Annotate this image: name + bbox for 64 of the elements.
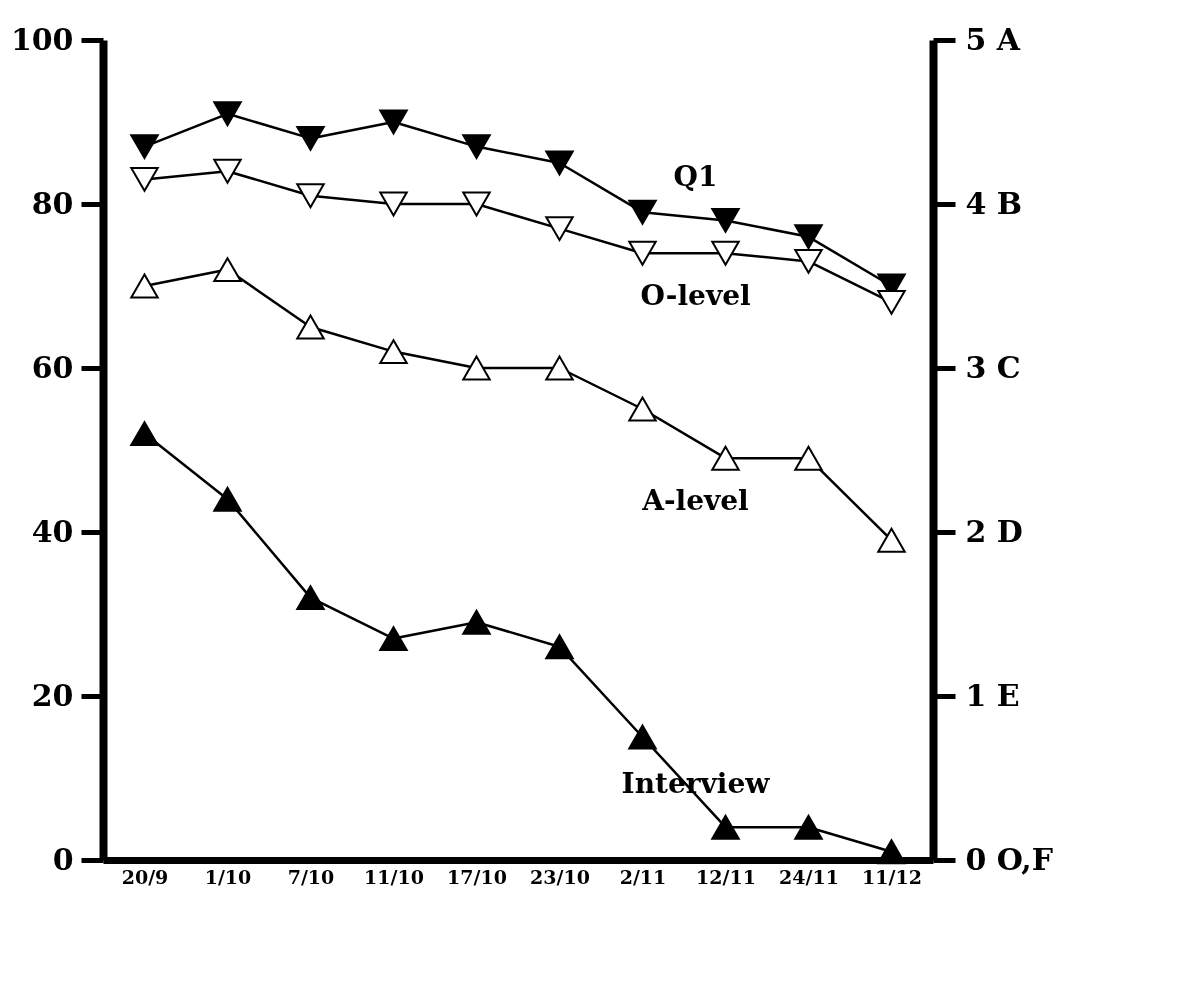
point	[379, 109, 408, 135]
point	[628, 240, 657, 266]
point	[877, 839, 906, 865]
y-tick-label: 20	[31, 677, 74, 713]
point	[213, 101, 242, 127]
x-tick-label: 12/11	[696, 865, 756, 888]
y2-tick-label: 1 E	[965, 677, 1020, 713]
x-tick-label: 1/10	[204, 865, 252, 888]
point	[545, 216, 574, 242]
point	[379, 339, 408, 365]
point	[462, 609, 491, 635]
point	[130, 134, 159, 160]
point	[130, 166, 159, 192]
y-tick-label: 100	[10, 21, 74, 57]
point	[130, 273, 159, 299]
x-tick-label: 20/9	[121, 865, 169, 888]
y2-tick-label: 2 D	[965, 513, 1023, 549]
point	[296, 585, 325, 611]
x-tick-label: 17/10	[447, 865, 507, 888]
series-label: O-level	[640, 279, 751, 313]
point	[296, 183, 325, 209]
point	[877, 527, 906, 553]
point	[628, 396, 657, 422]
y2-tick-label: 3 C	[965, 349, 1021, 385]
point	[296, 314, 325, 340]
y2-tick-label: 0 O,F	[965, 841, 1053, 877]
y2-tick-label: 5 A	[965, 21, 1021, 57]
point	[877, 289, 906, 315]
point	[711, 207, 740, 233]
x-tick-label: 24/11	[779, 865, 839, 888]
series-label: A-level	[641, 484, 749, 518]
point	[794, 224, 823, 250]
x-tick-label: 23/10	[530, 865, 590, 888]
point	[794, 248, 823, 274]
point	[711, 814, 740, 840]
y-tick-label: 80	[31, 185, 74, 221]
point	[545, 355, 574, 381]
point	[462, 134, 491, 160]
point	[462, 355, 491, 381]
y2-tick-label: 4 B	[965, 185, 1023, 221]
point	[130, 421, 159, 447]
point	[379, 191, 408, 217]
y-tick-label: 0	[52, 841, 74, 877]
point	[545, 634, 574, 660]
point	[213, 158, 242, 184]
x-tick-label: 11/10	[364, 865, 424, 888]
point	[296, 125, 325, 151]
x-tick-label: 11/12	[862, 865, 922, 888]
point	[545, 150, 574, 176]
series-label: Q1	[673, 160, 718, 194]
y-tick-label: 40	[31, 513, 74, 549]
point	[711, 240, 740, 266]
point	[462, 191, 491, 217]
point	[379, 626, 408, 652]
point	[628, 724, 657, 750]
point	[628, 199, 657, 225]
point	[711, 445, 740, 471]
point	[213, 257, 242, 283]
point	[794, 445, 823, 471]
x-tick-label: 7/10	[287, 865, 335, 888]
point	[794, 814, 823, 840]
x-tick-label: 2/11	[619, 865, 667, 888]
y-tick-label: 60	[31, 349, 74, 385]
point	[213, 486, 242, 512]
